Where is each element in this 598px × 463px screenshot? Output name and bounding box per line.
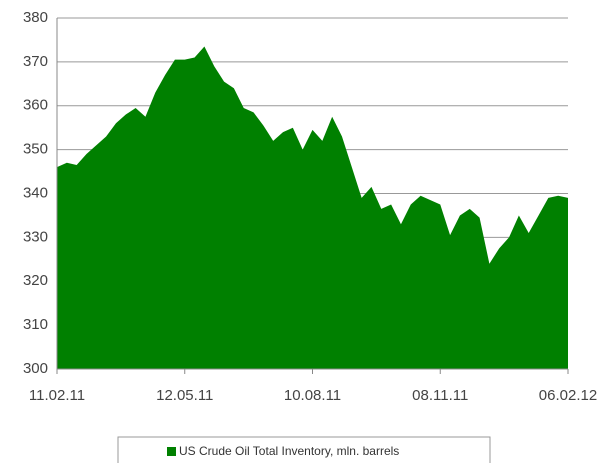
x-tick-label: 08.11.11 [412,387,468,404]
y-tick-label: 350 [23,141,48,158]
x-tick-label: 12.05.11 [156,387,213,404]
y-tick-label: 340 [23,184,48,201]
x-tick-label: 11.02.11 [29,387,85,404]
y-tick-label: 380 [23,9,48,26]
legend-box [117,436,491,463]
y-tick-label: 320 [23,272,48,289]
legend-label: US Crude Oil Total Inventory, mln. barre… [179,444,399,458]
y-tick-label: 370 [23,53,48,70]
area [57,46,568,370]
x-tick-label: 10.08.11 [284,387,341,404]
y-tick-label: 330 [23,228,48,245]
y-tick-label: 360 [23,97,48,114]
x-tick-label: 06.02.12 [539,387,597,404]
legend-swatch [167,447,176,456]
y-tick-label: 300 [23,360,48,377]
y-tick-label: 310 [23,316,48,333]
